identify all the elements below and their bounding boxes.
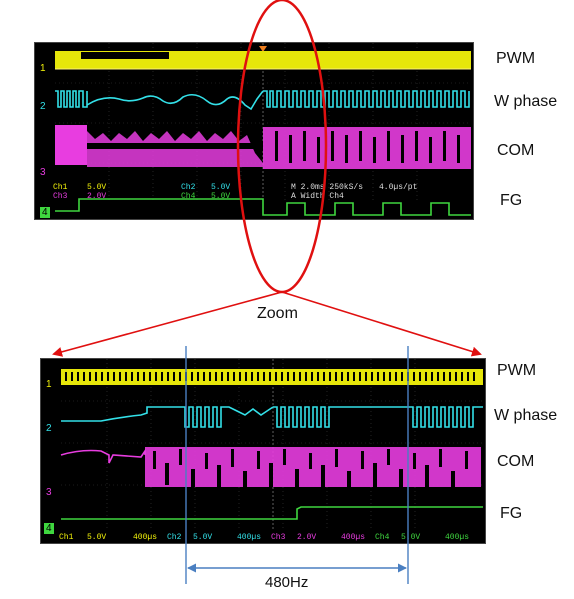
bottom-label-w-phase: W phase <box>494 407 558 424</box>
zoom-arrow-left <box>52 291 283 357</box>
bottom-channel-number-4: 4 <box>44 523 54 534</box>
bottom-channel-number-2: 2 <box>46 423 52 434</box>
bottom-label-fg: FG <box>500 505 523 522</box>
top-fg-trace <box>55 198 471 216</box>
top-readout-ch3: Ch3 <box>53 192 68 201</box>
bottom-readout-ch4-time: 400µs <box>445 533 470 542</box>
top-readout-trigger: A Width Ch4 <box>291 192 344 201</box>
bottom-scope-grid <box>61 359 483 529</box>
bottom-readout-ch3-scale: 2.0V <box>297 533 317 542</box>
bottom-readout-ch2-scale: 5.0V <box>193 533 213 542</box>
top-readout-ch4-scale: 5.0V <box>211 192 231 201</box>
top-readout-ch1: Ch1 <box>53 183 68 192</box>
top-trigger-marker <box>259 46 267 52</box>
top-channel-number-3: 3 <box>40 167 46 178</box>
top-readout-ch2: Ch2 <box>181 183 196 192</box>
bottom-readout-ch1-scale: 5.0V <box>87 533 107 542</box>
top-readout-ch2-scale: 5.0V <box>211 183 231 192</box>
top-readout-ch3-scale: 2.0V <box>87 192 107 201</box>
bottom-channel-number-3: 3 <box>46 487 52 498</box>
bottom-readout-ch3-time: 400µs <box>341 533 366 542</box>
top-scope-traces <box>55 43 471 216</box>
top-channel-number-4: 4 <box>40 207 50 218</box>
bottom-readout-ch4-scale: 5.0V <box>401 533 421 542</box>
top-com-trace <box>55 125 471 169</box>
bottom-pwm-trace <box>61 369 483 385</box>
top-scope-screen: 1 2 3 4 Ch1 5.0V Ch3 2.0V Ch2 5.0V Ch4 5… <box>34 42 474 220</box>
top-label-w-phase: W phase <box>494 93 558 110</box>
bottom-readout-ch2-time: 400µs <box>237 533 262 542</box>
bottom-scope-traces <box>60 359 483 529</box>
top-readout-ch1-scale: 5.0V <box>87 183 107 192</box>
zoom-arrow-right <box>281 291 482 357</box>
bottom-readout-ch2: Ch2 <box>167 533 182 542</box>
bottom-com-trace <box>60 447 481 487</box>
bottom-label-com: COM <box>497 453 535 470</box>
frequency-label: 480Hz <box>265 574 309 591</box>
zoom-label: Zoom <box>257 305 298 322</box>
bottom-label-pwm: PWM <box>497 362 537 379</box>
bottom-wphase-trace <box>61 406 483 428</box>
top-readout-timebase: M 2.0ms 250kS/s <box>291 183 364 192</box>
top-readout-points: 4.0µs/pt <box>379 183 418 192</box>
bottom-channel-number-1: 1 <box>46 379 52 390</box>
bottom-scope-screen: 1 2 3 4 Ch1 5.0V 400µs Ch2 5.0V 400µs Ch… <box>40 358 486 544</box>
top-channel-number-2: 2 <box>40 101 46 112</box>
top-pwm-trace <box>55 51 471 70</box>
top-readout-ch4: Ch4 <box>181 192 196 201</box>
top-label-pwm: PWM <box>496 50 536 67</box>
top-label-fg: FG <box>500 192 523 209</box>
top-channel-number-1: 1 <box>40 63 46 74</box>
bottom-readout-ch1-time: 400µs <box>133 533 158 542</box>
top-wphase-trace <box>55 90 470 111</box>
bottom-readout-ch1: Ch1 <box>59 533 74 542</box>
bottom-fg-trace <box>61 506 483 520</box>
top-label-com: COM <box>497 142 535 159</box>
bottom-readout-ch3: Ch3 <box>271 533 286 542</box>
bottom-readout-ch4: Ch4 <box>375 533 390 542</box>
